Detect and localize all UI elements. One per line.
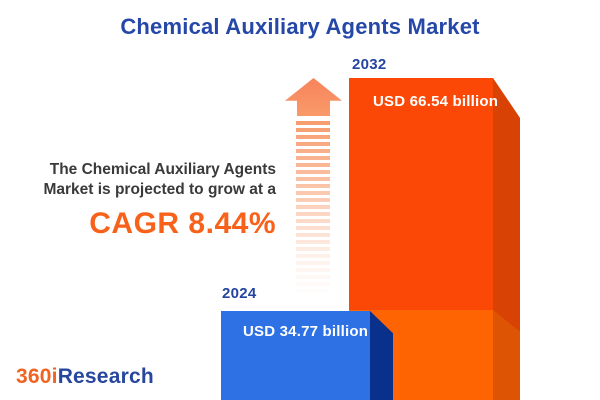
description-line-1: The Chemical Auxiliary Agents [49, 161, 276, 178]
bar-2032-value-label: USD 66.54 billion [373, 93, 499, 110]
logo-360i: 360i [16, 365, 58, 388]
bar-2024-year-label: 2024 [222, 285, 257, 302]
description-block: The Chemical Auxiliary Agents Market is … [30, 160, 276, 244]
page-title: Chemical Auxiliary Agents Market [120, 14, 480, 39]
logo-research: Research [57, 365, 154, 388]
bar-2024-front [221, 311, 370, 400]
cagr-value: CAGR 8.44% [89, 206, 276, 240]
brand-logo: 360iResearch [16, 365, 154, 389]
bar-2032-year-label: 2032 [352, 56, 387, 73]
bar-2024-side [370, 311, 393, 400]
description-line-2: Market is projected to grow at a [43, 181, 276, 199]
bar-2032-front-upper [349, 78, 493, 310]
growth-arrow-icon [285, 78, 342, 116]
bar-2024-value-label: USD 34.77 billion [243, 323, 369, 340]
growth-arrow-fade [294, 121, 332, 301]
